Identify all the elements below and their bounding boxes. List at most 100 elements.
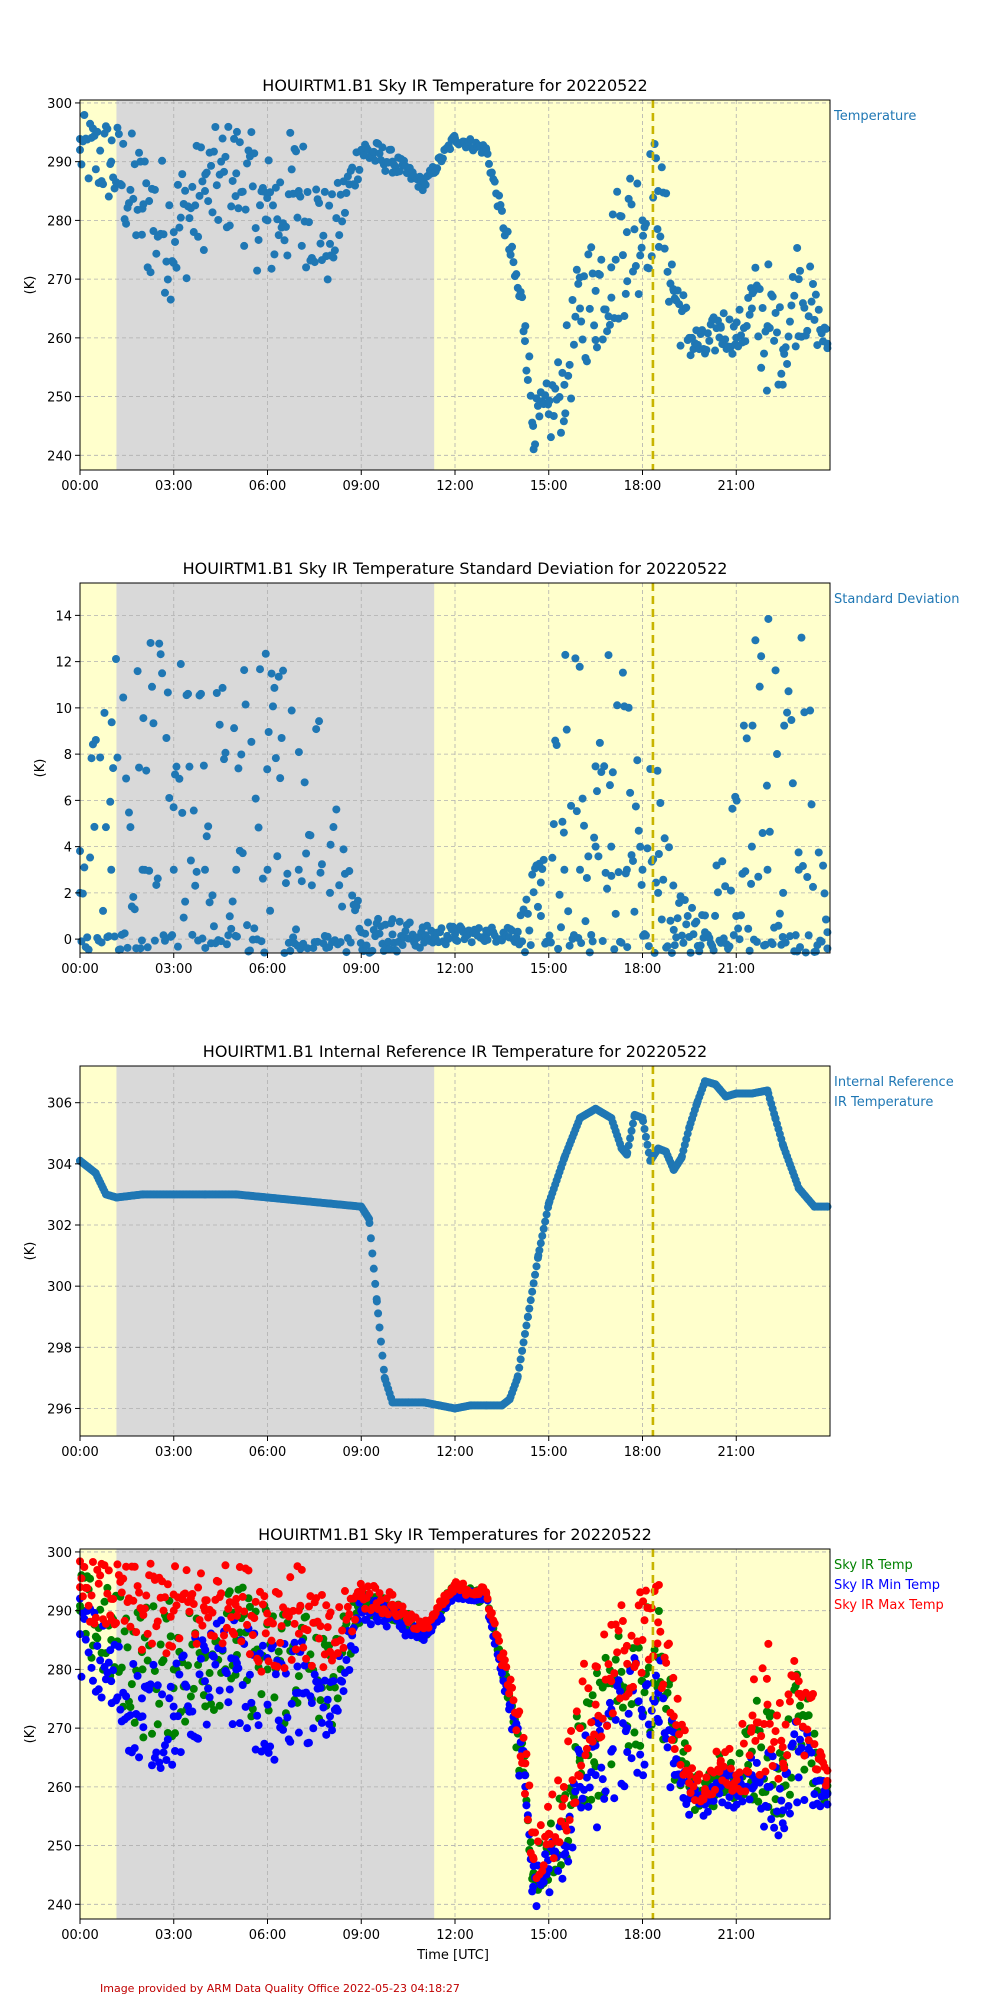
panel-3-scatter-sky-ir-min-temp-370 <box>608 1745 617 1754</box>
panel-0-scatter-temperature-114 <box>240 241 249 250</box>
panel-3-scatter-sky-ir-max-temp-189 <box>348 1627 357 1636</box>
panel-0-scatter-temperature-157 <box>302 263 311 272</box>
panel-0-scatter-temperature-138 <box>274 231 283 240</box>
panel-1-scatter-standard-deviation-486 <box>775 909 784 918</box>
panel-3-scatter-sky-ir-temp-377 <box>618 1703 627 1712</box>
panel-3-scatter-sky-ir-min-temp-374 <box>614 1676 623 1685</box>
panel-3-scatter-sky-ir-max-temp-186 <box>343 1602 352 1611</box>
panel-3-scatter-sky-ir-max-temp-353 <box>584 1684 593 1693</box>
panel-1-scatter-standard-deviation-376 <box>617 938 626 947</box>
panel-0-scatter-temperature-390 <box>637 243 646 252</box>
panel-3-scatter-sky-ir-max-temp-169 <box>319 1663 328 1672</box>
panel-3-point-sky-ir-max-temp-20 <box>591 1700 600 1709</box>
panel-1-point-standard-deviation-18 <box>591 842 600 851</box>
panel-3-scatter-sky-ir-temp-126 <box>257 1690 266 1699</box>
panel-2-ytick-label-5: 306 <box>47 1097 72 1112</box>
panel-0-scatter-temperature-43 <box>137 230 146 239</box>
panel-3-scatter-sky-ir-max-temp-30 <box>119 1574 128 1583</box>
panel-1-scatter-standard-deviation-122 <box>251 794 260 803</box>
panel-0-scatter-temperature-69 <box>175 223 184 232</box>
panel-0-scatter-temperature-500 <box>796 266 805 275</box>
panel-0-scatter-temperature-342 <box>568 296 577 305</box>
panel-3-scatter-sky-ir-temp-179 <box>333 1694 342 1703</box>
panel-3-scatter-sky-ir-temp-389 <box>636 1741 645 1750</box>
panel-3-scatter-sky-ir-min-temp-138 <box>274 1716 283 1725</box>
panel-3-scatter-sky-ir-max-temp-286 <box>487 1608 496 1617</box>
panel-3-scatter-sky-ir-min-temp-460 <box>738 1797 747 1806</box>
panel-3-scatter-sky-ir-min-temp-18 <box>101 1675 110 1684</box>
panel-1-scatter-standard-deviation-130 <box>263 765 272 774</box>
panel-3-scatter-sky-ir-max-temp-409 <box>664 1639 673 1648</box>
panel-0-scatter-temperature-19 <box>103 124 112 133</box>
panel-1-scatter-standard-deviation-448 <box>721 882 730 891</box>
panel-3-scatter-sky-ir-max-temp-3 <box>80 1563 89 1572</box>
panel-1-point-standard-deviation-30 <box>823 928 832 937</box>
panel-3-scatter-sky-ir-max-temp-313 <box>526 1849 535 1858</box>
panel-1-scatter-standard-deviation-3 <box>80 863 89 872</box>
panel-3-scatter-sky-ir-temp-29 <box>117 1663 126 1672</box>
panel-3-scatter-sky-ir-min-temp-49 <box>146 1680 155 1689</box>
panel-0-scatter-temperature-326 <box>545 396 554 405</box>
panel-0-scatter-temperature-327 <box>546 433 555 442</box>
panel-0-scatter-temperature-462 <box>741 337 750 346</box>
panel-1-scatter-standard-deviation-518 <box>821 915 830 924</box>
panel-3-scatter-sky-ir-min-temp-390 <box>637 1705 646 1714</box>
panel-0-scatter-temperature-424 <box>686 351 695 360</box>
panel-0-scatter-temperature-312 <box>525 352 534 361</box>
panel-3-point-sky-ir-min-temp-23 <box>638 1712 647 1721</box>
panel-2-legend-internal-reference: Internal Reference <box>834 1075 954 1090</box>
panel-1-scatter-standard-deviation-71 <box>178 808 187 817</box>
panel-3-scatter-sky-ir-temp-77 <box>186 1692 195 1701</box>
panel-0-scatter-temperature-447 <box>719 309 728 318</box>
panel-0-ytick-label-1: 250 <box>47 391 72 406</box>
panel-2-scatter-internal-reference-ir-temperature-318 <box>533 1253 542 1262</box>
panel-3-scatter-sky-ir-min-temp-60 <box>162 1756 171 1765</box>
panel-3-scatter-sky-ir-min-temp-477 <box>762 1802 771 1811</box>
panel-3-scatter-sky-ir-max-temp-224 <box>398 1602 407 1611</box>
panel-1-scatter-standard-deviation-236 <box>415 943 424 952</box>
panel-3-scatter-sky-ir-max-temp-424 <box>686 1788 695 1797</box>
panel-3-scatter-sky-ir-temp-369 <box>607 1760 616 1769</box>
panel-3-legend-sky-ir-max-temp: Sky IR Max Temp <box>834 1598 944 1613</box>
panel-3-scatter-sky-ir-max-temp-26 <box>113 1560 122 1569</box>
panel-1-scatter-standard-deviation-403 <box>656 798 665 807</box>
panel-0-scatter-temperature-134 <box>268 201 277 210</box>
panel-1-scatter-standard-deviation-517 <box>820 889 829 898</box>
panel-3-scatter-sky-ir-max-temp-179 <box>333 1649 342 1658</box>
panel-0-ytick-label-6: 300 <box>47 97 72 112</box>
panel-3-scatter-sky-ir-max-temp-41 <box>135 1588 144 1597</box>
panel-0-grid <box>79 100 830 470</box>
panel-0-scatter-temperature-309 <box>520 337 529 346</box>
panel-3-scatter-sky-ir-temp-408 <box>663 1688 672 1697</box>
panel-3-scatter-sky-ir-max-temp-303 <box>512 1726 521 1735</box>
panel-1-scatter-standard-deviation-198 <box>361 929 370 938</box>
panel-3-scatter-sky-ir-temp-313 <box>526 1838 535 1847</box>
panel-0-scatter-temperature-359 <box>592 343 601 352</box>
panel-3-scatter-sky-ir-max-temp-420 <box>680 1726 689 1735</box>
panel-3-scatter-sky-ir-min-temp-51 <box>149 1660 158 1669</box>
panel-3-scatter-sky-ir-temp-493 <box>785 1790 794 1799</box>
panel-1-scatter-standard-deviation-77 <box>186 856 195 865</box>
panel-0-scatter-temperature-483 <box>771 308 780 317</box>
panel-1-point-standard-deviation-19 <box>607 842 616 851</box>
panel-3-scatter-sky-ir-min-temp-353 <box>584 1802 593 1811</box>
panel-3-scatter-sky-ir-max-temp-142 <box>280 1664 289 1673</box>
panel-3-scatter-sky-ir-min-temp-173 <box>325 1720 334 1729</box>
panel-0-scatter-temperature-343 <box>569 340 578 349</box>
panel-3-scatter-sky-ir-min-temp-338 <box>562 1842 571 1851</box>
panel-3-scatter-sky-ir-min-temp-169 <box>319 1703 328 1712</box>
panel-3-scatter-sky-ir-max-temp-506 <box>804 1736 813 1745</box>
panel-3-scatter-sky-ir-max-temp-168 <box>317 1590 326 1599</box>
panel-3-scatter-sky-ir-min-temp-389 <box>636 1750 645 1759</box>
panel-0-scatter-temperature-355 <box>587 243 596 252</box>
panel-3-scatter-sky-ir-max-temp-435 <box>702 1773 711 1782</box>
panel-3-scatter-sky-ir-min-temp-104 <box>225 1685 234 1694</box>
panel-0-scatter-temperature-150 <box>292 147 301 156</box>
panel-3-scatter-sky-ir-min-temp-84 <box>196 1654 205 1663</box>
panel-0-scatter-temperature-358 <box>591 336 600 345</box>
panel-1-scatter-standard-deviation-174 <box>326 840 335 849</box>
panel-3-scatter-sky-ir-max-temp-320 <box>536 1821 545 1830</box>
panel-1-scatter-standard-deviation-359 <box>592 787 601 796</box>
panel-0-scatter-temperature-401 <box>653 225 662 234</box>
panel-3-scatter-sky-ir-max-temp-451 <box>725 1744 734 1753</box>
